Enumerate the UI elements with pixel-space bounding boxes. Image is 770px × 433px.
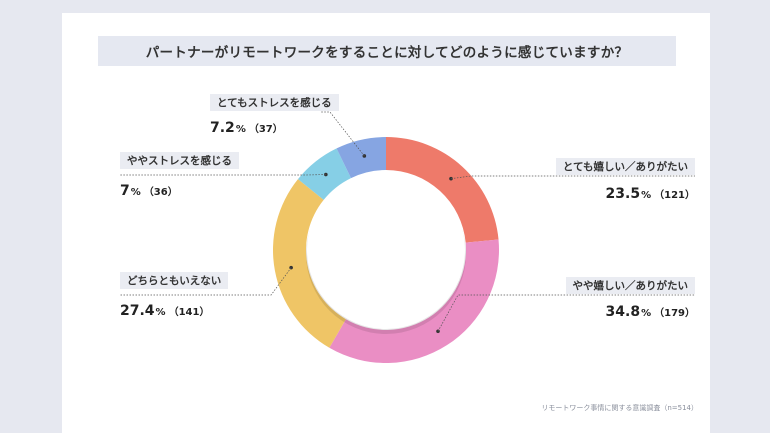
slice-label: とても嬉しい／ありがたい [555, 158, 695, 175]
slice-value: 7% （36） [120, 180, 178, 199]
slice-percent: 27.4 [120, 303, 155, 319]
slice-count: （179） [654, 308, 695, 319]
slice-label: やや嬉しい／ありがたい [565, 277, 695, 294]
chart-title: パートナーがリモートワークをすることに対してどのように感じていますか？ [98, 36, 676, 66]
slice-percent: 34.8 [605, 304, 641, 320]
slice-label: とてもストレスを感じる [210, 94, 339, 111]
slice-count: （141） [168, 307, 210, 318]
guide-line [437, 294, 695, 332]
donut-slice [386, 137, 499, 243]
slice-value: 23.5% （121） [606, 183, 695, 202]
percent-unit: % [641, 190, 652, 201]
guide-line [450, 175, 695, 180]
slice-value: 27.4% （141） [120, 300, 209, 319]
slice-dot [362, 154, 367, 158]
slice-label: どちらともいえない [120, 272, 229, 289]
slice-label: ややストレスを感じる [120, 152, 239, 169]
slice-count: （36） [143, 187, 178, 198]
donut-slice [329, 239, 500, 363]
percent-unit: % [130, 187, 141, 198]
slice-percent: 7.2 [210, 120, 235, 136]
donut-slice [336, 137, 386, 179]
percent-unit: % [155, 307, 166, 318]
percent-unit: % [235, 124, 246, 135]
slice-count: （37） [248, 124, 283, 135]
guide-line [120, 267, 292, 296]
slice-dot [324, 172, 328, 177]
slice-value: 7.2% （37） [210, 117, 283, 136]
donut-slice [273, 179, 346, 348]
slice-value: 34.8% （179） [606, 301, 695, 320]
slice-percent: 7 [120, 183, 130, 199]
slice-percent: 23.5 [605, 186, 641, 202]
source-note: リモートワーク事情に関する意識調査（n=514） [541, 404, 698, 412]
percent-unit: % [641, 308, 652, 319]
slice-count: （121） [654, 190, 695, 201]
guide-line [320, 111, 365, 157]
donut-hole [307, 171, 465, 329]
